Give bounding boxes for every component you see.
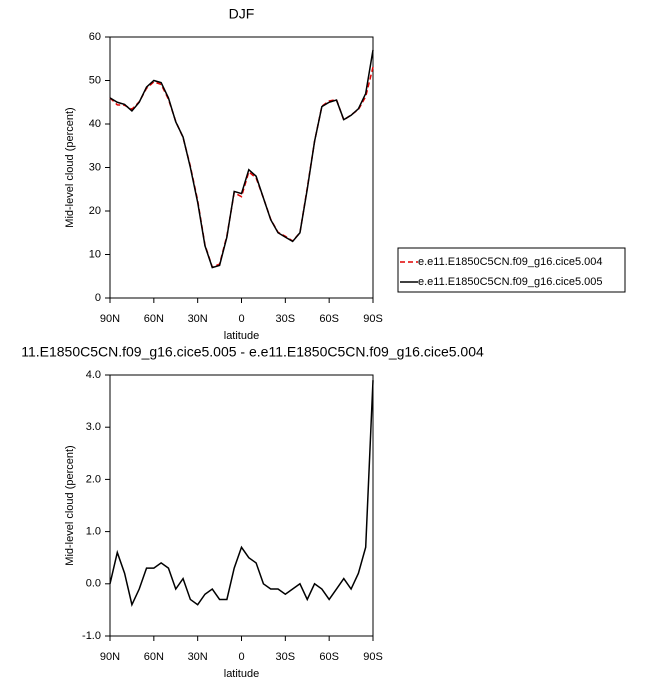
legend-label: e.e11.E1850C5CN.f09_g16.cice5.004 — [418, 256, 603, 268]
chart-title: 11.E1850C5CN.f09_g16.cice5.005 - e.e11.E… — [21, 344, 484, 360]
x-axis-label: latitude — [224, 668, 259, 680]
data-line — [109, 66, 374, 269]
y-axis-label: Mid-level cloud (percent) — [64, 107, 76, 227]
x-tick-label: 90N — [100, 313, 120, 325]
y-tick-label: 30 — [89, 161, 101, 173]
x-tick-label: 90S — [363, 313, 383, 325]
y-tick-label: 2.0 — [86, 473, 101, 485]
x-tick-label: 90N — [100, 651, 120, 663]
y-tick-label: -1.0 — [82, 630, 101, 642]
x-tick-label: 60S — [319, 313, 339, 325]
x-tick-label: 60N — [144, 313, 164, 325]
x-tick-label: 30S — [276, 313, 296, 325]
data-line — [109, 380, 374, 607]
y-tick-label: 40 — [89, 118, 101, 130]
x-axis-label: latitude — [224, 330, 259, 342]
x-tick-label: 30N — [188, 313, 208, 325]
chart-title: DJF — [229, 6, 255, 22]
y-tick-label: 50 — [89, 74, 101, 86]
x-tick-label: 0 — [238, 313, 244, 325]
x-tick-label: 30S — [276, 651, 296, 663]
x-tick-label: 30N — [188, 651, 208, 663]
y-tick-label: 0.0 — [86, 578, 101, 590]
x-tick-label: 60S — [319, 651, 339, 663]
legend-label: e.e11.E1850C5CN.f09_g16.cice5.005 — [418, 276, 603, 288]
y-tick-label: 10 — [89, 248, 101, 260]
y-tick-label: 1.0 — [86, 526, 101, 538]
x-tick-label: 90S — [363, 651, 383, 663]
data-line — [109, 49, 374, 269]
legend-box — [397, 247, 626, 293]
x-tick-label: 60N — [144, 651, 164, 663]
x-tick-label: 0 — [238, 651, 244, 663]
y-tick-label: 0 — [95, 292, 101, 304]
plot-frame — [109, 36, 374, 299]
plot-frame — [109, 374, 374, 637]
y-tick-label: 4.0 — [86, 369, 101, 381]
y-tick-label: 3.0 — [86, 421, 101, 433]
y-tick-label: 60 — [89, 31, 101, 43]
y-axis-label: Mid-level cloud (percent) — [64, 445, 76, 565]
y-tick-label: 20 — [89, 205, 101, 217]
